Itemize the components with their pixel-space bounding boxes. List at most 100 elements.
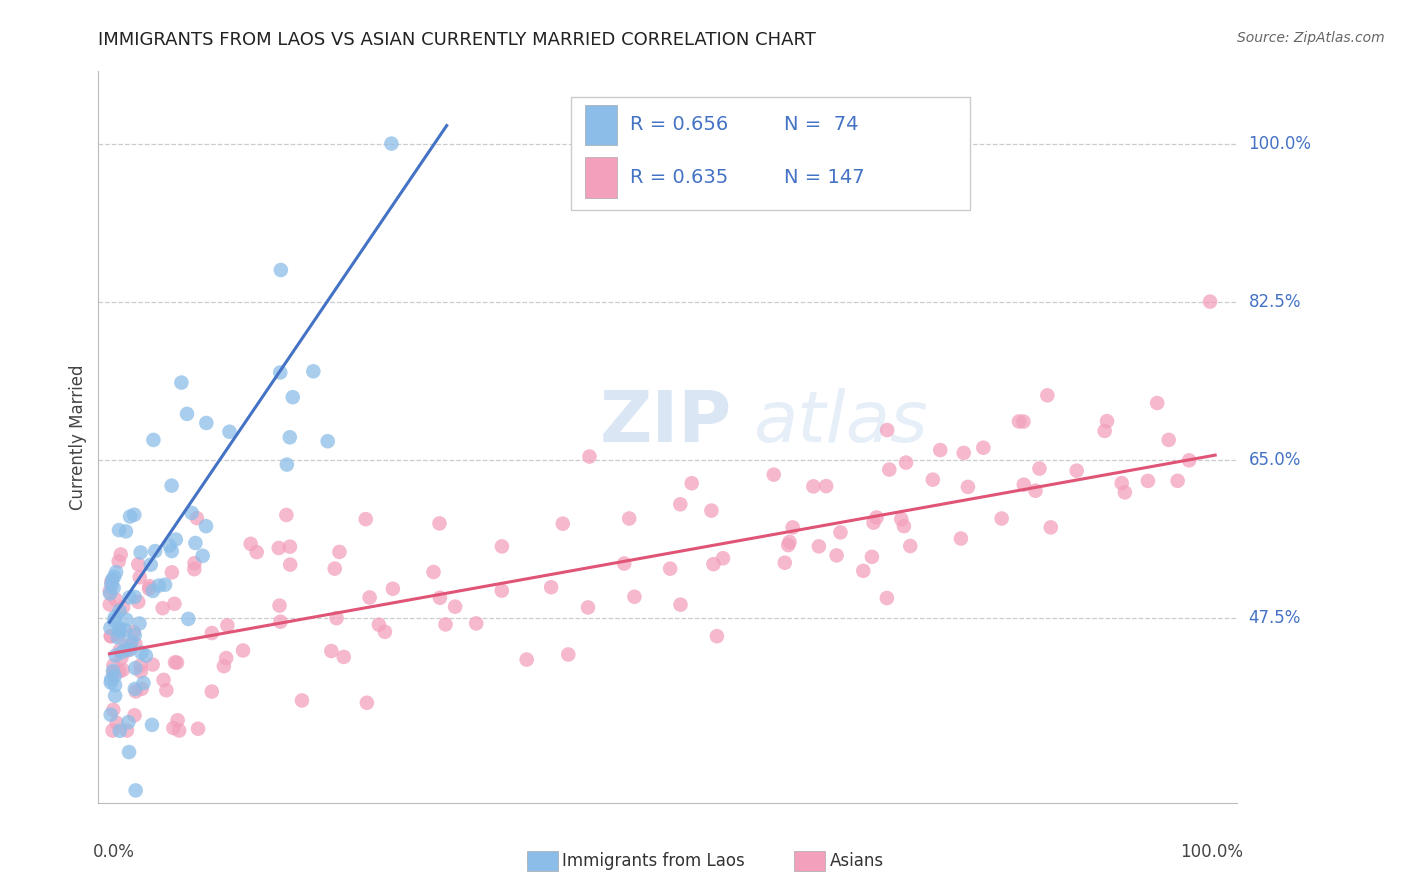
Text: N =  74: N = 74 [785, 115, 859, 135]
Point [803, 479, 825, 493]
Point [876, 423, 898, 437]
Point [669, 598, 692, 612]
Point [195, 416, 218, 430]
Point [160, 478, 183, 492]
Point [367, 617, 389, 632]
Point [100, 629, 122, 643]
Point [852, 564, 875, 578]
Point [865, 510, 887, 524]
Point [1178, 453, 1201, 467]
Point [232, 643, 254, 657]
Point [159, 539, 181, 553]
Text: 100.0%: 100.0% [1249, 135, 1312, 153]
Point [104, 689, 127, 703]
Point [110, 548, 132, 562]
Text: IMMIGRANTS FROM LAOS VS ASIAN CURRENTLY MARRIED CORRELATION CHART: IMMIGRANTS FROM LAOS VS ASIAN CURRENTLY … [98, 31, 817, 49]
Text: 47.5%: 47.5% [1249, 608, 1301, 627]
Point [111, 645, 134, 659]
Point [115, 613, 138, 627]
Point [142, 433, 165, 447]
Point [669, 497, 692, 511]
Point [316, 434, 339, 449]
Point [153, 577, 176, 591]
Point [163, 656, 186, 670]
Point [278, 540, 301, 554]
Point [191, 549, 214, 563]
Point [128, 616, 150, 631]
Point [114, 623, 136, 637]
Point [879, 462, 901, 476]
Point [1024, 483, 1046, 498]
Point [118, 642, 141, 657]
Point [278, 558, 301, 572]
Text: N = 147: N = 147 [785, 168, 865, 187]
Point [115, 524, 138, 539]
Point [124, 681, 146, 696]
Point [1012, 477, 1035, 491]
Text: R = 0.656: R = 0.656 [630, 115, 728, 135]
Point [949, 532, 972, 546]
Point [142, 583, 165, 598]
Point [269, 615, 291, 629]
Point [127, 558, 149, 572]
Point [155, 683, 177, 698]
Point [807, 540, 830, 554]
Point [557, 648, 579, 662]
Point [107, 554, 129, 568]
Point [118, 745, 141, 759]
Point [659, 562, 682, 576]
Point [422, 565, 444, 579]
Point [212, 659, 235, 673]
Point [118, 639, 141, 653]
Point [107, 628, 129, 642]
Text: Immigrants from Laos: Immigrants from Laos [562, 852, 745, 870]
Point [321, 644, 343, 658]
Point [187, 722, 209, 736]
Point [711, 551, 734, 566]
Point [921, 473, 943, 487]
Point [434, 617, 457, 632]
Point [108, 665, 131, 679]
Point [124, 783, 146, 797]
Bar [585, 104, 617, 145]
Point [98, 598, 121, 612]
Point [110, 651, 132, 665]
Point [180, 506, 202, 520]
Point [184, 536, 207, 550]
Point [830, 525, 852, 540]
Point [972, 441, 994, 455]
Point [100, 574, 122, 589]
Point [124, 628, 146, 642]
Point [876, 591, 898, 605]
Point [98, 586, 121, 600]
Point [862, 516, 884, 530]
Point [782, 520, 804, 534]
Point [125, 684, 148, 698]
Point [103, 613, 125, 627]
Point [444, 599, 467, 614]
Text: 65.0%: 65.0% [1249, 450, 1301, 468]
Point [104, 669, 127, 683]
Point [100, 707, 122, 722]
Point [1167, 474, 1189, 488]
Point [201, 626, 224, 640]
Point [613, 557, 636, 571]
Point [138, 582, 160, 596]
Point [1008, 414, 1031, 428]
Point [578, 450, 600, 464]
Point [269, 599, 291, 613]
Point [141, 718, 163, 732]
Point [108, 723, 131, 738]
Point [103, 570, 125, 584]
Text: Source: ZipAtlas.com: Source: ZipAtlas.com [1237, 31, 1385, 45]
Point [354, 512, 377, 526]
Point [465, 616, 488, 631]
Point [706, 629, 728, 643]
Point [152, 673, 174, 687]
Point [1036, 388, 1059, 402]
Point [103, 581, 125, 595]
Point [105, 715, 128, 730]
Point [162, 721, 184, 735]
Point [166, 656, 188, 670]
Point [124, 661, 146, 675]
